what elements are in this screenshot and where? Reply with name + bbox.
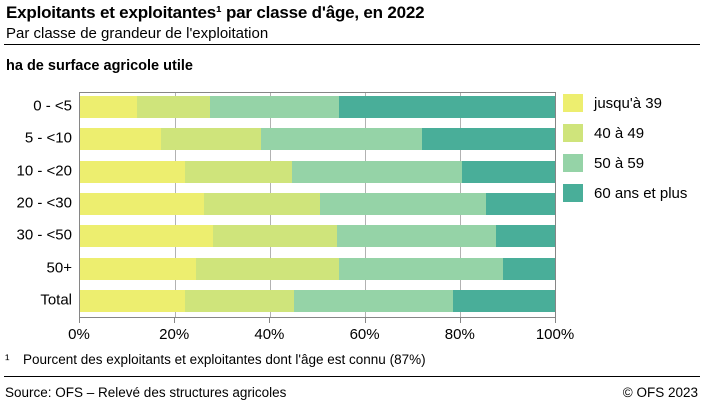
x-axis-tick-label: 60% bbox=[349, 326, 380, 343]
legend-label: jusqu'à 39 bbox=[594, 94, 662, 112]
y-axis-label: 10 - <20 bbox=[16, 162, 72, 180]
bar-segment bbox=[338, 257, 503, 280]
legend-swatch bbox=[563, 184, 583, 202]
bar-segment bbox=[213, 225, 337, 248]
bar-segment bbox=[80, 225, 213, 248]
bar-segment bbox=[196, 257, 339, 280]
legend-label: 60 ans et plus bbox=[594, 184, 688, 202]
page-title: Exploitants et exploitantes¹ par classe … bbox=[6, 3, 425, 22]
axis-tick bbox=[364, 318, 366, 323]
legend-item: 60 ans et plus bbox=[563, 184, 687, 202]
legend-item: jusqu'à 39 bbox=[563, 94, 687, 112]
bar-segment bbox=[293, 289, 453, 312]
axis-tick bbox=[555, 318, 556, 323]
source-text: Source: OFS – Relevé des structures agri… bbox=[5, 385, 287, 400]
bar-segment bbox=[80, 192, 204, 215]
bar-segment bbox=[495, 225, 555, 248]
bar-segment bbox=[319, 192, 487, 215]
x-axis-tick-label: 80% bbox=[444, 326, 475, 343]
bar-segment bbox=[137, 96, 210, 118]
bar-segment bbox=[80, 257, 197, 280]
legend-label: 50 à 59 bbox=[594, 154, 645, 172]
page-subtitle: Par classe de grandeur de l'exploitation bbox=[6, 25, 269, 42]
legend-item: 50 à 59 bbox=[563, 154, 687, 172]
axis-unit-label: ha de surface agricole utile bbox=[6, 58, 193, 74]
stacked-bar bbox=[80, 257, 555, 280]
bar-segment bbox=[422, 128, 555, 151]
stacked-bar bbox=[80, 160, 555, 183]
bar-segment bbox=[486, 192, 555, 215]
x-axis-tick-label: 40% bbox=[254, 326, 285, 343]
x-axis-tick-label: 0% bbox=[68, 326, 90, 343]
x-axis-tick-label: 20% bbox=[159, 326, 190, 343]
stacked-bar bbox=[80, 96, 555, 118]
stacked-bar bbox=[80, 128, 555, 151]
legend-swatch bbox=[563, 124, 583, 142]
header-divider bbox=[4, 44, 700, 45]
footnote-marker: ¹ bbox=[5, 352, 10, 367]
legend-item: 40 à 49 bbox=[563, 124, 687, 142]
bar-segment bbox=[160, 128, 261, 151]
legend-label: 40 à 49 bbox=[594, 124, 645, 142]
bar-segment bbox=[292, 160, 463, 183]
bar-segment bbox=[452, 289, 555, 312]
bar-segment bbox=[80, 289, 185, 312]
legend: jusqu'à 39 40 à 49 50 à 59 60 ans et plus bbox=[563, 94, 687, 214]
y-axis-label: 5 - <10 bbox=[24, 129, 72, 147]
copyright-text: © OFS 2023 bbox=[622, 385, 698, 400]
bar-segment bbox=[462, 160, 555, 183]
bar-segment bbox=[203, 192, 320, 215]
bar-segment bbox=[184, 160, 293, 183]
x-axis-tick-labels: 0% 20% 40% 60% 80% 100% bbox=[68, 326, 574, 344]
y-axis-label: Total bbox=[40, 291, 72, 309]
axis-tick bbox=[79, 318, 80, 323]
axis-tick bbox=[459, 318, 461, 323]
footnote-text: Pourcent des exploitants et exploitantes… bbox=[23, 352, 426, 367]
bar-segment bbox=[80, 160, 185, 183]
footer: Source: OFS – Relevé des structures agri… bbox=[5, 385, 698, 400]
y-axis-label: 30 - <50 bbox=[16, 226, 72, 244]
stacked-bar bbox=[80, 192, 555, 215]
x-axis-tick-label: 100% bbox=[535, 326, 575, 343]
y-axis-label: 50+ bbox=[46, 259, 72, 277]
y-axis-labels: 0 - <5 5 - <10 10 - <20 20 - <30 30 - <50 50+… bbox=[0, 92, 72, 318]
bar-segment bbox=[80, 96, 137, 118]
bar-segment bbox=[209, 96, 339, 118]
bar-segment bbox=[338, 96, 555, 118]
y-axis-label: 20 - <30 bbox=[16, 194, 72, 212]
footnote: ¹ Pourcent des exploitants et exploitante… bbox=[5, 352, 426, 367]
plot-area bbox=[79, 92, 556, 318]
legend-swatch bbox=[563, 94, 583, 112]
bar-segment bbox=[502, 257, 555, 280]
axis-tick bbox=[174, 318, 176, 323]
footer-divider bbox=[4, 376, 700, 377]
stacked-bar bbox=[80, 289, 555, 312]
stacked-bar bbox=[80, 225, 555, 248]
bar-segment bbox=[336, 225, 496, 248]
bar-segment bbox=[80, 128, 161, 151]
y-axis-label: 0 - <5 bbox=[33, 97, 72, 115]
legend-swatch bbox=[563, 154, 583, 172]
axis-tick bbox=[269, 318, 271, 323]
bar-segment bbox=[184, 289, 294, 312]
bar-segment bbox=[260, 128, 422, 151]
